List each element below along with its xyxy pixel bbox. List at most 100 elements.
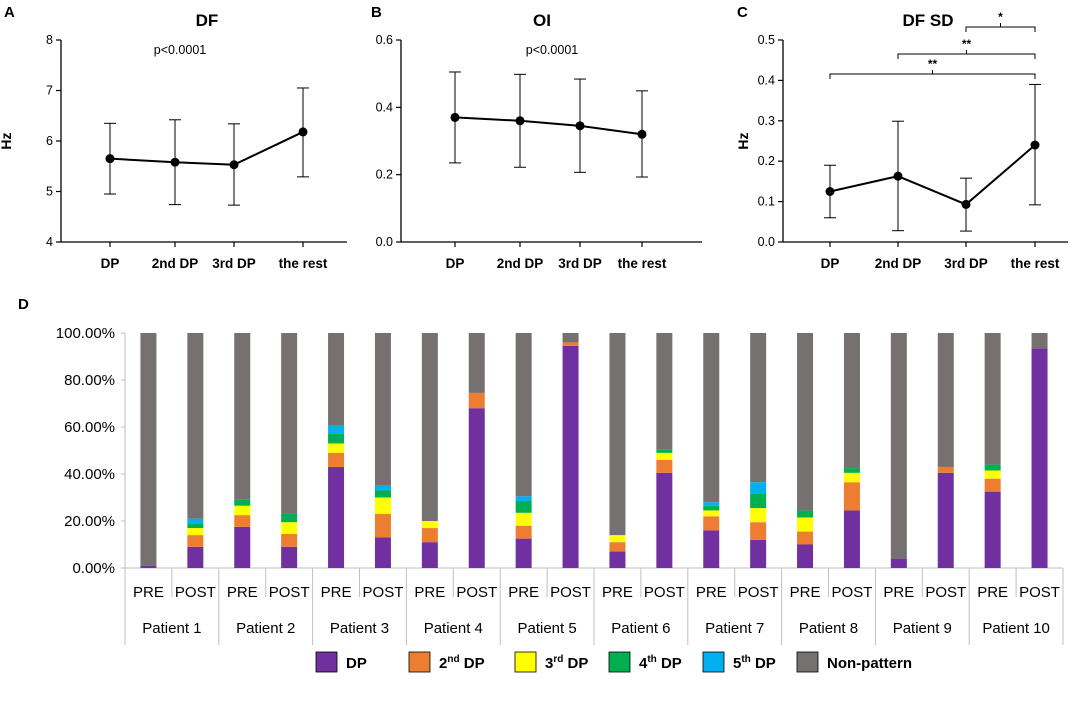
stacked-bar [750,333,767,568]
bar-segment [984,478,1001,492]
bar-segment [468,408,485,568]
legend-swatch [608,651,631,673]
legend-label-main: 2 [439,655,447,672]
bar-segment [515,501,532,513]
legend-label: 3rd DP [545,654,588,672]
significance-bracket-line [897,53,1036,59]
legend-item: 3rd DP [514,651,588,673]
x-category-label: DP [101,256,120,271]
bar-segment [1031,348,1048,568]
legend-label: DP [346,655,367,672]
significance-bracket-line [829,73,1036,79]
bar-segment [703,516,720,531]
bar-segment [374,490,391,498]
x-subcategory-label: POST [738,584,779,601]
bar-segment [187,535,204,547]
y-tick-label: 5 [46,185,53,199]
data-point [825,187,835,196]
bar-segment [374,333,391,486]
data-point [893,171,903,181]
bar-segment [187,523,204,529]
bar-segment [421,542,438,568]
y-tick-label: 0.4 [376,100,393,114]
x-group-label: Patient 8 [799,620,858,637]
y-tick-label: 0.2 [376,168,393,182]
p-value-annotation: p<0.0001 [154,43,207,57]
data-point [170,157,180,167]
y-tick-label: 0.0 [376,235,393,249]
bar-segment [797,544,814,568]
legend-label-tail: DP [751,655,776,672]
legend-label-superscript: nd [447,654,459,665]
bar-segment [703,333,720,503]
bar-segment [374,497,391,514]
legend-label-tail: DP [460,655,485,672]
stacked-bar [187,333,204,568]
bar-segment [703,505,720,511]
bar-segment [609,535,626,543]
bar-segment [656,459,673,473]
legend-label: 2nd DP [439,654,485,672]
bar-segment [374,537,391,568]
bar-segment [797,510,814,518]
legend-label-superscript: th [741,654,750,665]
bar-segment [281,546,298,568]
bar-segment [1031,333,1048,349]
stacked-bar [609,333,626,568]
bar-segment [703,510,720,517]
significance-bracket: ** [829,57,1036,79]
legend-item: Non-pattern [796,651,912,673]
x-category-label: DP [446,256,465,271]
x-subcategory-label: PRE [977,584,1008,601]
y-tick-label: 40.00% [64,466,115,483]
legend-label-main: 5 [733,655,741,672]
x-subcategory-label: PRE [321,584,352,601]
x-category-label: 3rd DP [212,256,256,271]
bar-segment [281,522,298,534]
y-tick-label: 0.6 [376,33,393,47]
bar-segment [797,531,814,545]
bar-segment [562,345,579,568]
x-subcategory-label: POST [644,584,685,601]
x-category-label: DP [821,256,840,271]
bar-segment [421,528,438,543]
x-subcategory-label: PRE [227,584,258,601]
bar-segment [187,546,204,568]
x-group-label: Patient 3 [330,620,389,637]
line-chart-df-sd: DF SD Hz 0.0 0.1 0.2 0.3 0.4 0.5 DP 2nd DP 3rd DP t… [735,10,1068,271]
x-group-label: Patient 5 [517,620,576,637]
bar-segment [843,510,860,568]
bar-segment [656,472,673,568]
legend-label-superscript: th [647,654,656,665]
x-subcategory-label: PRE [883,584,914,601]
y-tick-label: 0.00% [72,560,115,577]
legend-label-superscript: rd [553,654,563,665]
bar-segment [281,333,298,514]
stacked-bar [890,333,907,568]
y-axis-label: Hz [0,132,14,149]
legend-swatch [315,651,338,673]
x-subcategory-label: PRE [602,584,633,601]
bar-segment [703,530,720,568]
y-tick-label: 20.00% [64,513,115,530]
bar-segment [187,333,204,519]
data-point [450,112,460,122]
stacked-bar [656,333,673,568]
bar-segment [609,551,626,568]
chart-title: DF [196,11,219,30]
legend-swatch [408,651,431,673]
bar-segment [843,333,860,469]
x-subcategory-label: PRE [508,584,539,601]
significance-bracket-line [965,26,1036,32]
legend-label: Non-pattern [827,655,912,672]
bar-segment [515,333,532,497]
legend-swatch [514,651,537,673]
bar-segment [609,333,626,536]
y-axis-label: Hz [735,132,751,149]
x-subcategory-label: POST [269,584,310,601]
x-subcategory-label: POST [550,584,591,601]
x-category-label: 2nd DP [875,256,922,271]
bar-segment [984,333,1001,465]
panel-letter-b: B [371,4,382,21]
significance-label: ** [962,37,972,51]
